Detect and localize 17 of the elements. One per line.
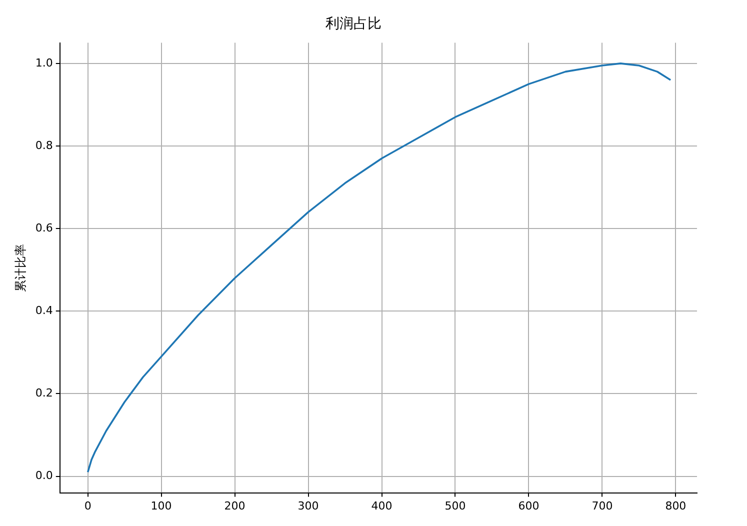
- y-tick-label: 0.8: [35, 138, 53, 152]
- x-tick-label: 400: [371, 499, 392, 512]
- x-tick-label: 300: [298, 499, 319, 512]
- x-tick-label: 200: [224, 499, 246, 512]
- y-tick-label: 0.4: [35, 304, 53, 318]
- x-tick-label: 800: [665, 499, 686, 512]
- x-tick-label: 500: [444, 499, 466, 512]
- chart-title: 利润占比: [326, 16, 382, 32]
- x-tick-label: 0: [84, 499, 92, 512]
- x-tick-label: 100: [150, 499, 172, 512]
- y-tick-label: 0.2: [35, 386, 53, 400]
- x-tick-label: 600: [518, 499, 540, 512]
- y-axis-title: 累计比率: [13, 244, 28, 292]
- x-tick-label: 700: [592, 499, 613, 512]
- y-tick-label: 1.0: [35, 56, 53, 70]
- y-tick-label: 0.6: [35, 221, 53, 234]
- y-tick-label: 0.0: [35, 469, 53, 482]
